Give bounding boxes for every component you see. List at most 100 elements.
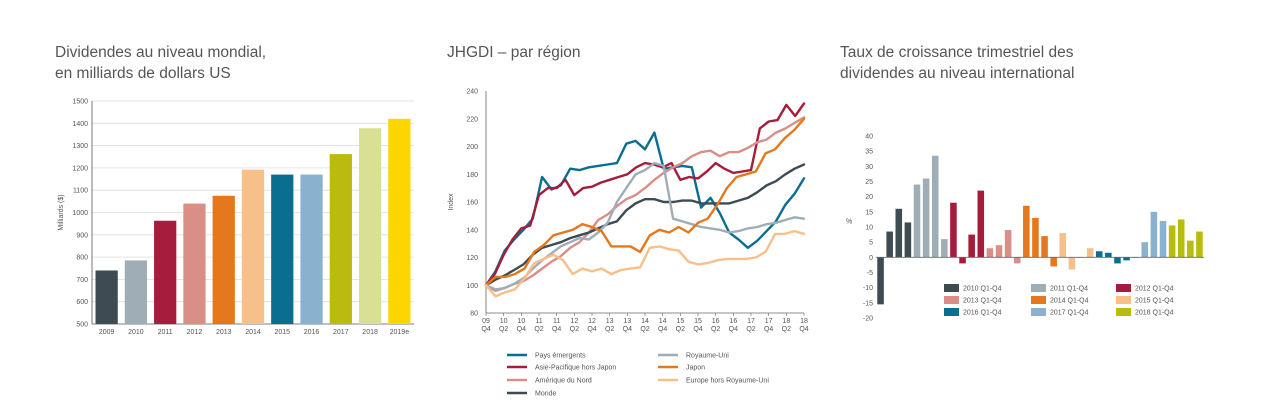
x-tick-label: 2011 — [158, 329, 173, 336]
y-tick-label: 120 — [466, 255, 478, 262]
legend-swatch — [1031, 296, 1046, 304]
legend-swatch — [1031, 308, 1046, 316]
x-tick-label-quarter: Q4 — [729, 326, 738, 333]
x-tick-label-year: 18 — [800, 318, 808, 325]
bar — [886, 231, 893, 258]
legend-swatch — [1116, 284, 1131, 292]
chart2-line-chart: 80100120140160180200220240Index09Q410Q21… — [448, 89, 809, 398]
x-tick-label-quarter: Q2 — [605, 326, 614, 333]
legend-label: 2010 Q1-Q4 — [963, 286, 1002, 293]
bar — [1013, 257, 1021, 264]
bar — [986, 248, 994, 258]
y-tick-label: 25 — [865, 179, 873, 186]
legend-label: 2018 Q1-Q4 — [1135, 310, 1174, 317]
panel-quarterly-growth: Taux de croissance trimestriel des divid… — [840, 0, 1264, 418]
x-tick-label: 2016 — [304, 329, 320, 336]
series-line — [484, 161, 806, 291]
y-tick-label: 900 — [76, 232, 88, 239]
chart3-title-line1: Taux de croissance trimestriel des — [840, 44, 1074, 61]
bar — [388, 118, 411, 324]
y-tick-label: 160 — [466, 200, 478, 207]
bar — [877, 257, 884, 305]
x-tick-label-quarter: Q2 — [499, 326, 508, 333]
bar — [1150, 211, 1158, 258]
bar — [1059, 233, 1067, 258]
bar — [1041, 236, 1048, 258]
bar — [1086, 248, 1094, 258]
bar — [1187, 240, 1194, 258]
legend-label: 2015 Q1-Q4 — [1135, 298, 1174, 305]
x-tick-label-quarter: Q4 — [517, 326, 526, 333]
y-tick-label: 100 — [466, 283, 478, 290]
y-tick-label: 5 — [869, 240, 873, 247]
x-tick-label-year: 12 — [588, 318, 596, 325]
legend-swatch — [944, 308, 959, 316]
bar — [922, 178, 930, 258]
chart2-title: JHGDI – par région — [447, 44, 581, 61]
y-axis-label: Milliards ($) — [58, 194, 65, 230]
bar — [1177, 219, 1185, 258]
x-tick-label-year: 17 — [765, 318, 773, 325]
bar — [1114, 257, 1121, 264]
y-tick-label: -5 — [867, 270, 873, 277]
bar — [183, 203, 206, 324]
x-tick-label-quarter: Q4 — [481, 326, 490, 333]
y-tick-label: 1200 — [72, 165, 88, 172]
bar — [959, 257, 966, 264]
panel-global-dividends: Dividendes au niveau mondial, en milliar… — [0, 0, 420, 418]
legend-label: Monde — [535, 391, 557, 398]
x-tick-label-year: 17 — [747, 318, 755, 325]
y-tick-label: 800 — [76, 255, 88, 262]
x-tick-label-year: 16 — [729, 318, 737, 325]
series-line — [484, 102, 806, 287]
x-tick-label: 2015 — [274, 329, 290, 336]
y-tick-label: -20 — [863, 316, 873, 323]
bar — [931, 155, 939, 258]
x-tick-label-year: 13 — [606, 318, 614, 325]
y-tick-label: 600 — [76, 299, 88, 306]
bar — [995, 245, 1003, 258]
y-tick-label: 200 — [466, 144, 478, 151]
y-axis-label: Index — [448, 193, 455, 211]
legend-label: 2012 Q1-Q4 — [1135, 286, 1174, 293]
x-tick-label-quarter: Q2 — [640, 326, 649, 333]
y-tick-label: 35 — [865, 149, 873, 156]
legend-label: Asie-Pacifique hors Japon — [535, 365, 616, 372]
x-tick-label: 2019e — [390, 329, 410, 336]
x-tick-label-quarter: Q4 — [623, 326, 632, 333]
legend-swatch — [1031, 284, 1046, 292]
x-tick-label-year: 09 — [482, 318, 490, 325]
x-tick-label-year: 18 — [782, 318, 790, 325]
x-tick-label: 2009 — [99, 329, 115, 336]
legend-label: 2016 Q1-Q4 — [963, 310, 1002, 317]
bar — [329, 154, 352, 324]
y-tick-label: 1500 — [72, 99, 88, 106]
x-tick-label-quarter: Q4 — [552, 326, 561, 333]
y-tick-label: 10 — [865, 225, 873, 232]
x-tick-label: 2018 — [362, 329, 378, 336]
x-tick-label-quarter: Q2 — [782, 326, 791, 333]
x-tick-label-year: 10 — [517, 318, 525, 325]
x-tick-label-year: 11 — [535, 318, 542, 325]
x-tick-label-year: 12 — [570, 318, 578, 325]
bar — [913, 184, 921, 258]
bar — [1123, 257, 1130, 261]
x-tick-label-quarter: Q2 — [676, 326, 685, 333]
y-tick-label: 80 — [470, 311, 478, 318]
series-line — [484, 116, 806, 292]
legend-label: Europe hors Royaume-Uni — [686, 378, 769, 385]
x-tick-label-year: 11 — [553, 318, 560, 325]
x-tick-label: 2014 — [245, 329, 261, 336]
legend-label: 2013 Q1-Q4 — [963, 298, 1002, 305]
y-axis-label: % — [846, 218, 852, 225]
bar — [1023, 205, 1030, 258]
bar — [895, 208, 903, 258]
legend-swatch — [1116, 296, 1131, 304]
x-tick-label: 2013 — [216, 329, 232, 336]
chart1-title-line2: en milliards de dollars US — [55, 65, 231, 82]
x-tick-label-quarter: Q4 — [693, 326, 702, 333]
x-tick-label-quarter: Q2 — [711, 326, 720, 333]
bar — [358, 128, 382, 324]
x-tick-label: 2017 — [333, 329, 349, 336]
bar — [1168, 225, 1176, 258]
